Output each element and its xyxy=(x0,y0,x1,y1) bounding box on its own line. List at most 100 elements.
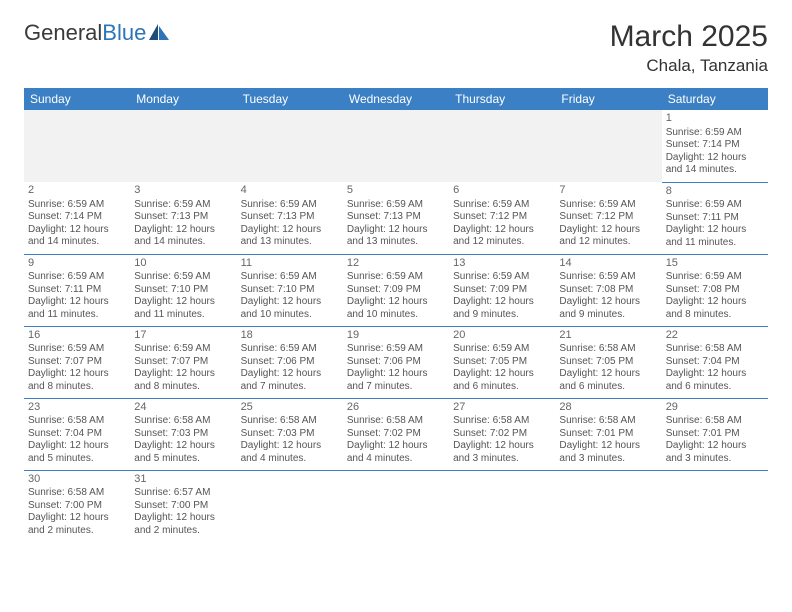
calendar-cell: 5Sunrise: 6:59 AMSunset: 7:13 PMDaylight… xyxy=(343,182,449,254)
sunset-line: Sunset: 7:10 PM xyxy=(134,284,232,297)
calendar-body: 1Sunrise: 6:59 AMSunset: 7:14 PMDaylight… xyxy=(24,110,768,542)
daylight-line: Daylight: 12 hours and 13 minutes. xyxy=(347,224,445,249)
sunrise-line: Sunrise: 6:58 AM xyxy=(347,415,445,428)
brand-part2: Blue xyxy=(102,20,146,46)
daylight-line: Daylight: 12 hours and 3 minutes. xyxy=(666,440,764,465)
sunrise-line: Sunrise: 6:59 AM xyxy=(134,199,232,212)
sunrise-line: Sunrise: 6:59 AM xyxy=(28,271,126,284)
day-number: 12 xyxy=(347,257,445,271)
sunrise-line: Sunrise: 6:59 AM xyxy=(453,271,551,284)
daylight-line: Daylight: 12 hours and 14 minutes. xyxy=(666,152,764,177)
daylight-line: Daylight: 12 hours and 9 minutes. xyxy=(453,296,551,321)
weekday-header: Thursday xyxy=(449,88,555,110)
sunset-line: Sunset: 7:11 PM xyxy=(28,284,126,297)
sunrise-line: Sunrise: 6:59 AM xyxy=(453,343,551,356)
sunrise-line: Sunrise: 6:59 AM xyxy=(347,271,445,284)
month-title: March 2025 xyxy=(610,20,768,54)
sunset-line: Sunset: 7:05 PM xyxy=(559,356,657,369)
calendar-cell: 22Sunrise: 6:58 AMSunset: 7:04 PMDayligh… xyxy=(662,326,768,398)
calendar-cell: 13Sunrise: 6:59 AMSunset: 7:09 PMDayligh… xyxy=(449,254,555,326)
calendar-week-row: 23Sunrise: 6:58 AMSunset: 7:04 PMDayligh… xyxy=(24,398,768,470)
daylight-line: Daylight: 12 hours and 7 minutes. xyxy=(347,368,445,393)
sunset-line: Sunset: 7:06 PM xyxy=(347,356,445,369)
daylight-line: Daylight: 12 hours and 12 minutes. xyxy=(559,224,657,249)
day-number: 14 xyxy=(559,257,657,271)
sunrise-line: Sunrise: 6:59 AM xyxy=(666,271,764,284)
day-number: 19 xyxy=(347,329,445,343)
calendar-cell: 28Sunrise: 6:58 AMSunset: 7:01 PMDayligh… xyxy=(555,398,661,470)
sunrise-line: Sunrise: 6:58 AM xyxy=(559,343,657,356)
sunset-line: Sunset: 7:09 PM xyxy=(347,284,445,297)
day-number: 24 xyxy=(134,401,232,415)
sail-icon xyxy=(148,23,170,41)
sunset-line: Sunset: 7:14 PM xyxy=(28,211,126,224)
day-number: 7 xyxy=(559,184,657,198)
calendar-cell: 9Sunrise: 6:59 AMSunset: 7:11 PMDaylight… xyxy=(24,254,130,326)
day-number: 26 xyxy=(347,401,445,415)
calendar-cell xyxy=(449,470,555,542)
sunrise-line: Sunrise: 6:59 AM xyxy=(666,127,764,140)
daylight-line: Daylight: 12 hours and 3 minutes. xyxy=(453,440,551,465)
day-number: 3 xyxy=(134,184,232,198)
calendar-cell xyxy=(449,110,555,182)
sunrise-line: Sunrise: 6:59 AM xyxy=(559,199,657,212)
sunrise-line: Sunrise: 6:58 AM xyxy=(666,343,764,356)
daylight-line: Daylight: 12 hours and 14 minutes. xyxy=(134,224,232,249)
sunrise-line: Sunrise: 6:59 AM xyxy=(559,271,657,284)
weekday-header: Friday xyxy=(555,88,661,110)
sunrise-line: Sunrise: 6:58 AM xyxy=(28,415,126,428)
brand-logo: GeneralBlue xyxy=(24,20,170,46)
sunset-line: Sunset: 7:10 PM xyxy=(241,284,339,297)
calendar-cell: 10Sunrise: 6:59 AMSunset: 7:10 PMDayligh… xyxy=(130,254,236,326)
sunrise-line: Sunrise: 6:59 AM xyxy=(28,199,126,212)
sunrise-line: Sunrise: 6:59 AM xyxy=(28,343,126,356)
sunrise-line: Sunrise: 6:58 AM xyxy=(666,415,764,428)
sunset-line: Sunset: 7:08 PM xyxy=(559,284,657,297)
daylight-line: Daylight: 12 hours and 13 minutes. xyxy=(241,224,339,249)
day-number: 18 xyxy=(241,329,339,343)
weekday-header-row: SundayMondayTuesdayWednesdayThursdayFrid… xyxy=(24,88,768,110)
sunset-line: Sunset: 7:12 PM xyxy=(453,211,551,224)
daylight-line: Daylight: 12 hours and 10 minutes. xyxy=(241,296,339,321)
sunrise-line: Sunrise: 6:57 AM xyxy=(134,487,232,500)
day-number: 22 xyxy=(666,329,764,343)
calendar-cell: 24Sunrise: 6:58 AMSunset: 7:03 PMDayligh… xyxy=(130,398,236,470)
calendar-cell: 18Sunrise: 6:59 AMSunset: 7:06 PMDayligh… xyxy=(237,326,343,398)
calendar-week-row: 9Sunrise: 6:59 AMSunset: 7:11 PMDaylight… xyxy=(24,254,768,326)
location: Chala, Tanzania xyxy=(610,56,768,76)
day-number: 1 xyxy=(666,112,764,126)
day-number: 5 xyxy=(347,184,445,198)
day-number: 25 xyxy=(241,401,339,415)
sunset-line: Sunset: 7:01 PM xyxy=(666,428,764,441)
sunset-line: Sunset: 7:00 PM xyxy=(134,500,232,513)
calendar-cell: 1Sunrise: 6:59 AMSunset: 7:14 PMDaylight… xyxy=(662,110,768,182)
sunset-line: Sunset: 7:02 PM xyxy=(347,428,445,441)
daylight-line: Daylight: 12 hours and 4 minutes. xyxy=(347,440,445,465)
calendar-cell: 25Sunrise: 6:58 AMSunset: 7:03 PMDayligh… xyxy=(237,398,343,470)
calendar-cell: 30Sunrise: 6:58 AMSunset: 7:00 PMDayligh… xyxy=(24,470,130,542)
daylight-line: Daylight: 12 hours and 11 minutes. xyxy=(666,224,764,249)
calendar-cell xyxy=(343,470,449,542)
day-number: 13 xyxy=(453,257,551,271)
brand-part1: General xyxy=(24,20,102,46)
day-number: 15 xyxy=(666,257,764,271)
sunrise-line: Sunrise: 6:58 AM xyxy=(453,415,551,428)
daylight-line: Daylight: 12 hours and 9 minutes. xyxy=(559,296,657,321)
sunset-line: Sunset: 7:08 PM xyxy=(666,284,764,297)
day-number: 9 xyxy=(28,257,126,271)
calendar-cell xyxy=(343,110,449,182)
daylight-line: Daylight: 12 hours and 8 minutes. xyxy=(666,296,764,321)
calendar-cell: 31Sunrise: 6:57 AMSunset: 7:00 PMDayligh… xyxy=(130,470,236,542)
sunset-line: Sunset: 7:01 PM xyxy=(559,428,657,441)
sunset-line: Sunset: 7:11 PM xyxy=(666,212,764,225)
day-number: 21 xyxy=(559,329,657,343)
calendar-week-row: 16Sunrise: 6:59 AMSunset: 7:07 PMDayligh… xyxy=(24,326,768,398)
sunrise-line: Sunrise: 6:59 AM xyxy=(134,343,232,356)
sunrise-line: Sunrise: 6:59 AM xyxy=(666,199,764,212)
calendar-table: SundayMondayTuesdayWednesdayThursdayFrid… xyxy=(24,88,768,542)
sunrise-line: Sunrise: 6:59 AM xyxy=(347,343,445,356)
calendar-cell xyxy=(24,110,130,182)
weekday-header: Wednesday xyxy=(343,88,449,110)
daylight-line: Daylight: 12 hours and 11 minutes. xyxy=(134,296,232,321)
calendar-cell: 23Sunrise: 6:58 AMSunset: 7:04 PMDayligh… xyxy=(24,398,130,470)
